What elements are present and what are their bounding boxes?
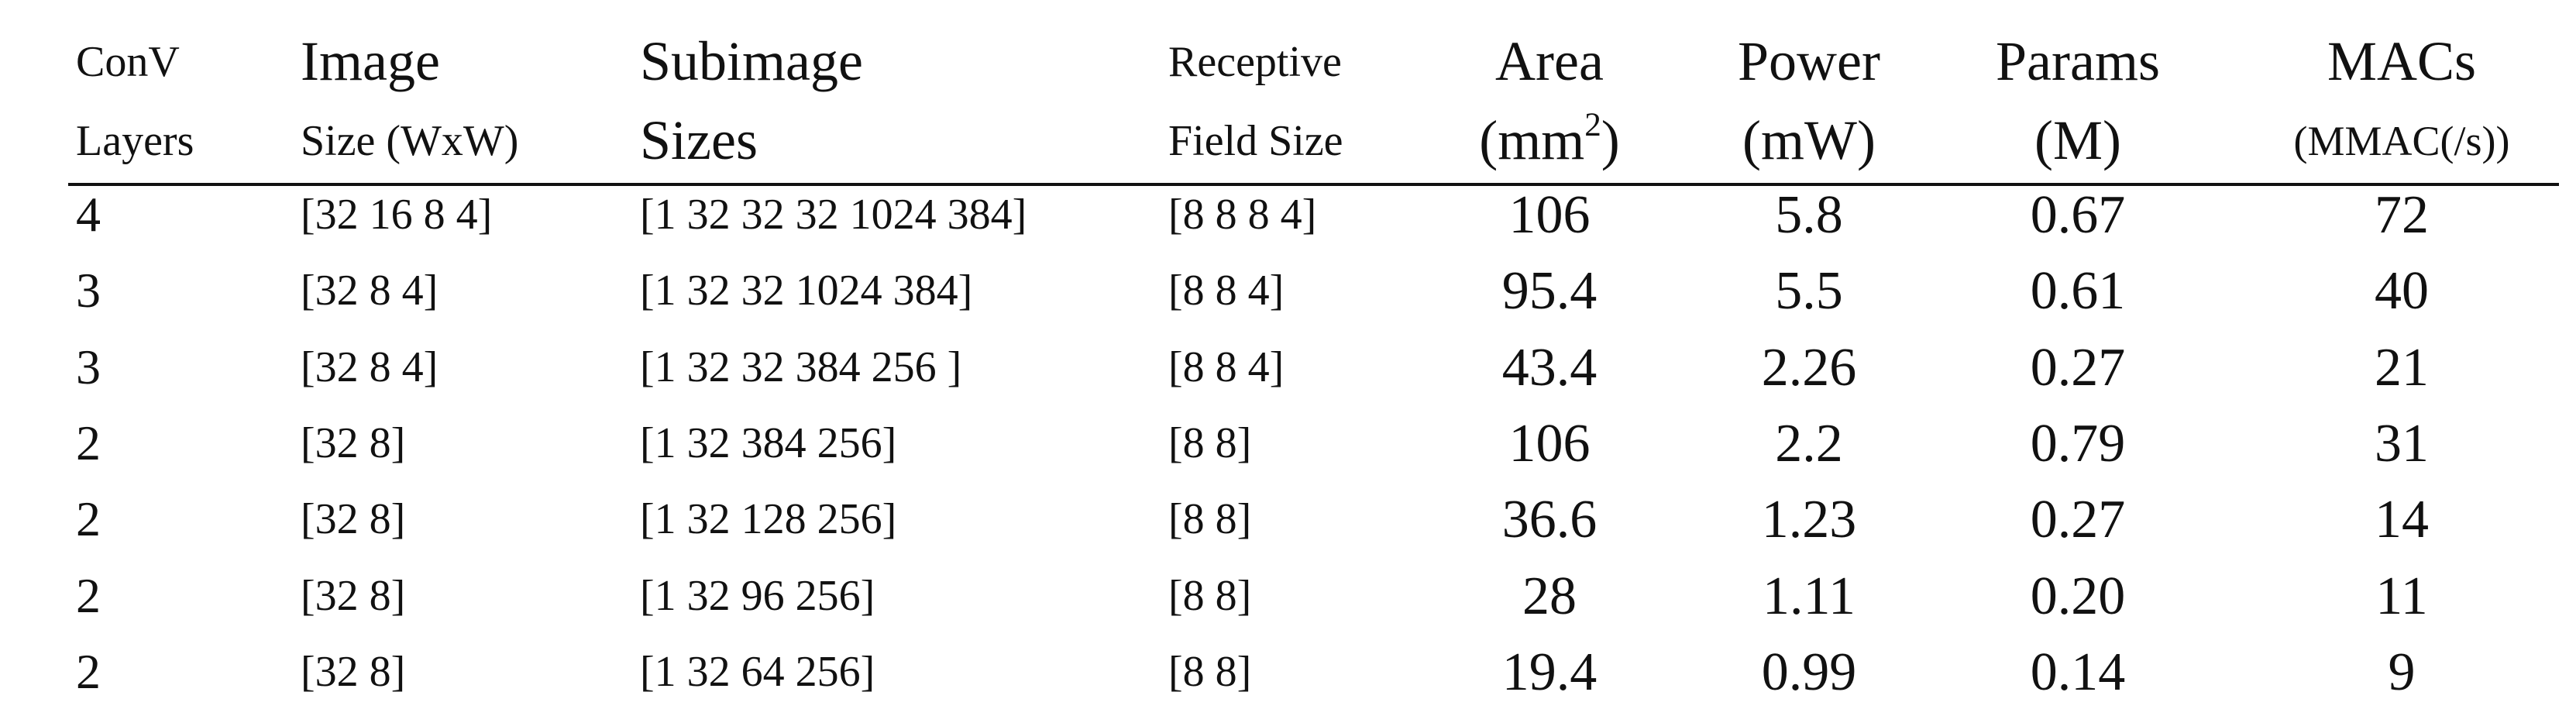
table-cell: 14 (2375, 489, 2429, 549)
table-cell: 0.27 (2030, 337, 2126, 398)
header-cell: Sizes (640, 109, 758, 172)
table-cell: [1 32 96 256] (640, 571, 875, 620)
table-cell: 11 (2375, 566, 2428, 626)
table-cell: 5.8 (1775, 184, 1843, 245)
table-cell: [8 8] (1168, 418, 1252, 467)
header-cell: Subimage (640, 30, 863, 93)
table-cell: [8 8 4] (1168, 343, 1285, 391)
table-cell: 95.4 (1501, 260, 1598, 321)
table-cell: [8 8 8 4] (1168, 190, 1317, 239)
table-cell: 2 (76, 568, 101, 624)
table-cell: 0.27 (2030, 489, 2126, 549)
table-cell: 0.20 (2030, 566, 2126, 626)
header-text: (mm (1479, 109, 1585, 172)
table-cell: 2.2 (1775, 413, 1843, 473)
table-cell: [32 8] (301, 647, 406, 696)
table-cell: 2.26 (1761, 337, 1857, 398)
table-cell: 28 (1522, 566, 1577, 626)
table-cell: 36.6 (1501, 489, 1598, 549)
header-cell: ConV (76, 37, 180, 86)
table-cell: 31 (2375, 413, 2429, 473)
table-cell: [1 32 384 256] (640, 418, 897, 467)
table-cell: 0.14 (2030, 642, 2126, 702)
table-cell: 0.79 (2030, 413, 2126, 473)
header-cell: Params (1996, 30, 2160, 93)
header-cell: (mm2) (1479, 105, 1620, 177)
table-cell: 5.5 (1775, 260, 1843, 321)
table-cell: [32 8] (301, 418, 406, 467)
table-cell: 72 (2375, 184, 2429, 245)
table-cell: 2 (76, 415, 101, 471)
header-cell: Power (1738, 30, 1880, 93)
table-cell: 3 (76, 339, 101, 395)
table-cell: 2 (76, 491, 101, 547)
table-cell: [8 8 4] (1168, 266, 1285, 315)
table-cell: 9 (2388, 642, 2416, 702)
table-cell: 4 (76, 187, 101, 243)
table-cell: [8 8] (1168, 571, 1252, 620)
table-cell: 3 (76, 263, 101, 318)
table-cell: [1 32 128 256] (640, 494, 897, 543)
table-cell: [32 16 8 4] (301, 190, 493, 239)
table-cell: [32 8 4] (301, 266, 439, 315)
table-cell: [32 8] (301, 571, 406, 620)
table-cell: 1.11 (1763, 566, 1855, 626)
table-cell: 40 (2375, 260, 2429, 321)
header-cell: Size (WxW) (301, 116, 519, 165)
table-cell: 43.4 (1501, 337, 1598, 398)
table-cell: 0.99 (1761, 642, 1857, 702)
header-cell: Area (1495, 30, 1604, 93)
table-cell: [1 32 32 1024 384] (640, 266, 973, 315)
header-cell: Image (301, 30, 440, 93)
table-cell: 0.61 (2030, 260, 2126, 321)
header-cell: (MMAC(/s)) (2293, 117, 2510, 164)
table-cell: 106 (1508, 413, 1591, 473)
header-cell: (mW) (1742, 109, 1876, 172)
table-cell: 106 (1508, 184, 1591, 245)
table-cell: [8 8] (1168, 494, 1252, 543)
header-rule (68, 183, 2559, 186)
header-cell: Receptive (1168, 37, 1342, 86)
table-cell: 19.4 (1501, 642, 1598, 702)
header-cell: Field Size (1168, 116, 1343, 165)
table-cell: [1 32 64 256] (640, 647, 875, 696)
table-cell: 21 (2375, 337, 2429, 398)
table-cell: 0.67 (2030, 184, 2126, 245)
header-text: ) (1601, 109, 1620, 172)
table-cell: [32 8 4] (301, 343, 439, 391)
superscript: 2 (1584, 106, 1601, 143)
table-cell: 2 (76, 644, 101, 700)
header-cell: Layers (76, 116, 194, 165)
table-cell: 1.23 (1761, 489, 1857, 549)
table-cell: [1 32 32 384 256 ] (640, 343, 962, 391)
table-cell: [1 32 32 32 1024 384] (640, 190, 1027, 239)
header-cell: (M) (2034, 109, 2121, 172)
table-cell: [32 8] (301, 494, 406, 543)
table-cell: [8 8] (1168, 647, 1252, 696)
header-cell: MACs (2327, 30, 2477, 93)
